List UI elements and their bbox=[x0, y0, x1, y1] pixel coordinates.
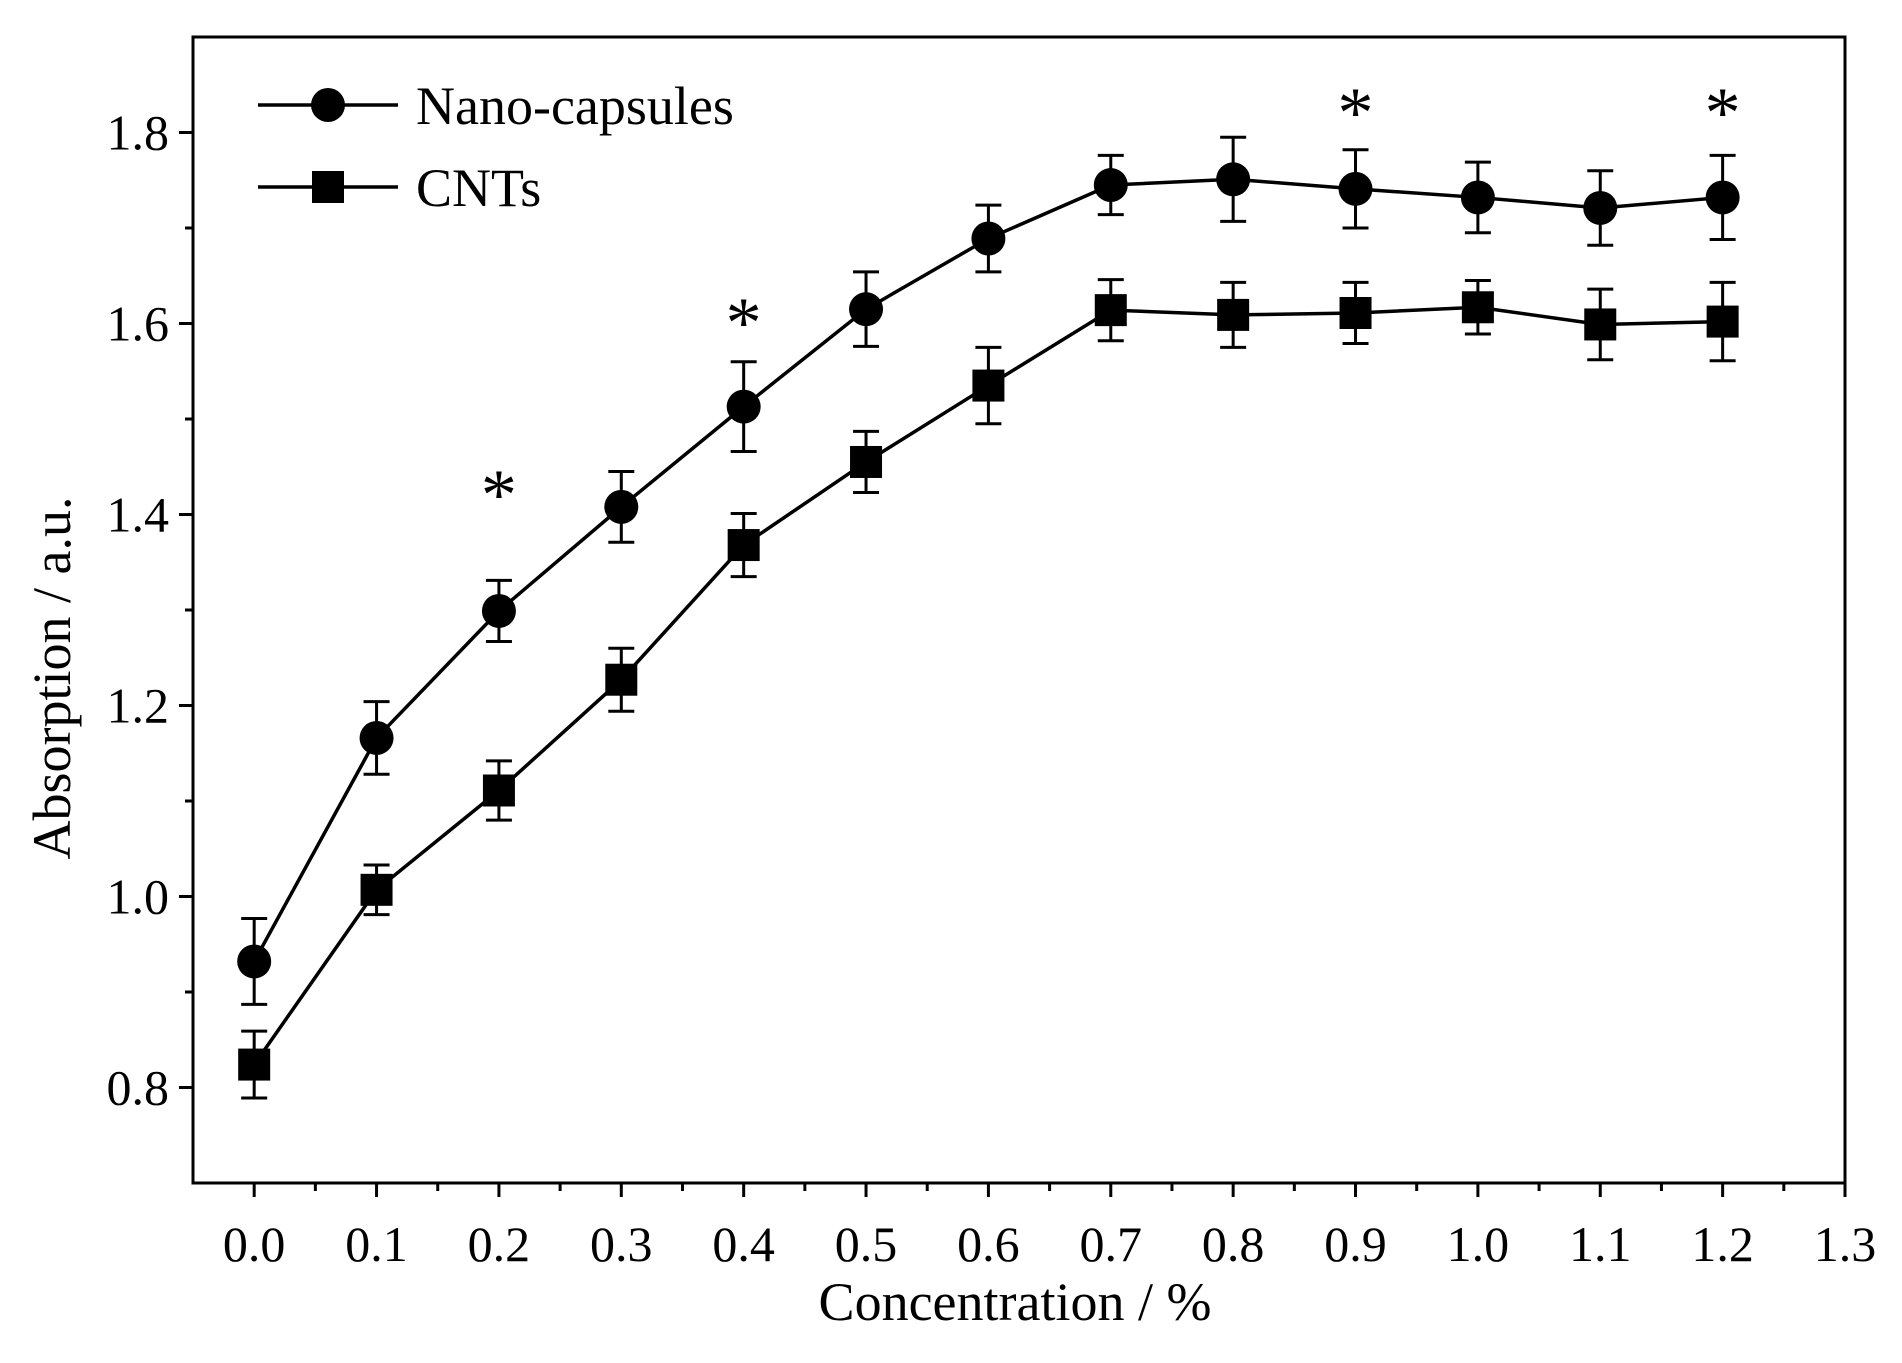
data-point-0 bbox=[971, 221, 1006, 256]
legend-marker bbox=[312, 171, 344, 203]
x-tick-label: 1.1 bbox=[1569, 1216, 1632, 1272]
data-point-1 bbox=[1461, 291, 1494, 324]
data-point-1 bbox=[1706, 305, 1739, 338]
data-point-1 bbox=[850, 445, 883, 478]
data-point-0 bbox=[481, 593, 516, 628]
data-point-0 bbox=[1093, 168, 1128, 203]
x-tick-label: 0.7 bbox=[1080, 1216, 1143, 1272]
data-point-0 bbox=[849, 292, 884, 327]
x-tick-label: 1.3 bbox=[1814, 1216, 1877, 1272]
x-tick-label: 0.4 bbox=[712, 1216, 775, 1272]
data-point-0 bbox=[237, 944, 272, 979]
x-tick-label: 0.0 bbox=[223, 1216, 286, 1272]
data-point-1 bbox=[360, 873, 393, 906]
data-point-0 bbox=[604, 489, 639, 524]
significance-marker: * bbox=[726, 283, 762, 363]
data-point-1 bbox=[727, 529, 760, 562]
data-point-1 bbox=[1217, 298, 1250, 331]
x-tick-label: 0.5 bbox=[835, 1216, 898, 1272]
y-axis-title: Absorption / a.u. bbox=[22, 497, 82, 860]
data-point-1 bbox=[605, 663, 638, 696]
x-tick-label: 0.2 bbox=[468, 1216, 531, 1272]
significance-marker: * bbox=[1705, 73, 1741, 153]
y-tick-label: 1.0 bbox=[107, 869, 170, 925]
data-point-0 bbox=[1583, 190, 1618, 225]
series-line-0 bbox=[252, 177, 1723, 963]
legend-marker bbox=[311, 88, 345, 122]
x-tick-label: 1.2 bbox=[1691, 1216, 1754, 1272]
data-point-1 bbox=[1094, 294, 1127, 327]
legend-label: Nano-capsules bbox=[416, 76, 734, 136]
significance-marker: * bbox=[481, 455, 517, 535]
y-tick-label: 1.2 bbox=[107, 678, 170, 734]
x-axis-title: Concentration / % bbox=[819, 1272, 1212, 1332]
data-point-1 bbox=[972, 369, 1005, 402]
x-tick-label: 0.1 bbox=[345, 1216, 408, 1272]
data-point-1 bbox=[1339, 296, 1372, 329]
data-point-0 bbox=[359, 720, 394, 755]
y-tick-label: 0.8 bbox=[107, 1060, 170, 1116]
data-point-0 bbox=[726, 389, 761, 424]
data-point-1 bbox=[482, 774, 515, 807]
legend-label: CNTs bbox=[416, 158, 541, 218]
y-tick-label: 1.8 bbox=[107, 105, 170, 161]
x-tick-label: 0.3 bbox=[590, 1216, 653, 1272]
x-tick-label: 0.6 bbox=[957, 1216, 1020, 1272]
data-point-1 bbox=[1584, 308, 1617, 341]
x-tick-label: 0.8 bbox=[1202, 1216, 1265, 1272]
data-point-0 bbox=[1705, 180, 1740, 215]
data-point-0 bbox=[1216, 162, 1251, 197]
y-tick-label: 1.6 bbox=[107, 296, 170, 352]
x-tick-label: 1.0 bbox=[1447, 1216, 1510, 1272]
x-tick-label: 0.9 bbox=[1324, 1216, 1387, 1272]
data-point-0 bbox=[1460, 180, 1495, 215]
y-tick-label: 1.4 bbox=[107, 487, 170, 543]
data-point-1 bbox=[238, 1048, 271, 1081]
data-point-0 bbox=[1338, 171, 1373, 206]
plot-area: 0.0 0.1 0.2 0.3 0.4 0.5 0.6 0.7 0.8 0.9 1.0 1.1 1.2 1… bbox=[107, 35, 1877, 1272]
significance-marker: * bbox=[1338, 73, 1374, 153]
